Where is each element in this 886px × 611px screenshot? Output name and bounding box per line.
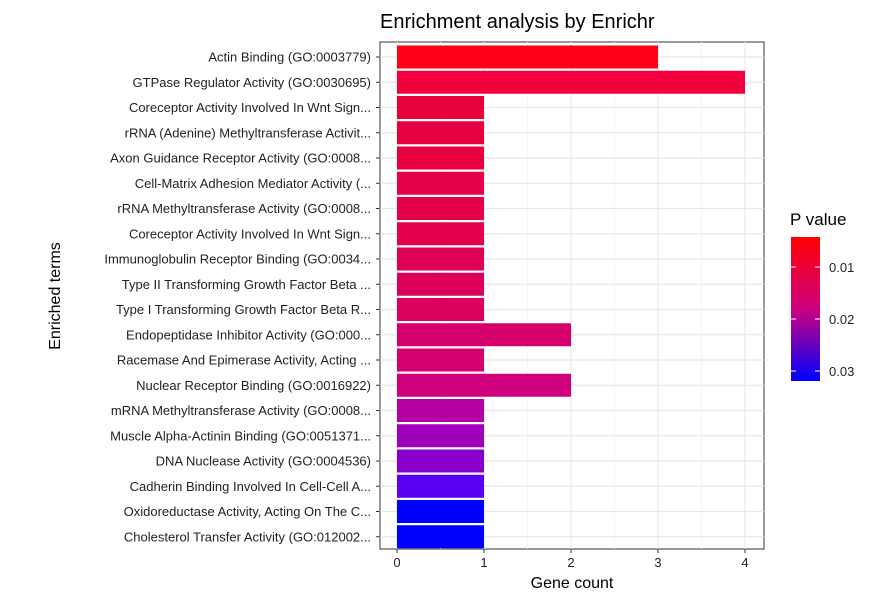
y-tick-label: Nuclear Receptor Binding (GO:0016922) — [136, 378, 371, 393]
y-tick-label: Racemase And Epimerase Activity, Acting … — [117, 353, 371, 368]
bar — [397, 373, 571, 397]
chart-title: Enrichment analysis by Enrichr — [380, 11, 655, 33]
x-axis-label: Gene count — [531, 575, 614, 592]
bars — [397, 45, 745, 549]
bar — [397, 121, 484, 145]
bar — [397, 171, 484, 195]
y-tick-labels: Actin Binding (GO:0003779) GTPase Regulat… — [104, 50, 380, 544]
y-tick-label: Oxidoreductase Activity, Acting On The C… — [124, 504, 371, 519]
bar — [397, 70, 745, 94]
bar — [397, 449, 484, 473]
bar — [397, 272, 484, 296]
bar — [397, 298, 484, 321]
legend-ticks: 0.01 0.02 0.03 — [791, 260, 854, 379]
bar — [397, 500, 484, 523]
legend: P value 0.01 0.02 0.03 — [790, 210, 854, 381]
x-tick-label: 0 — [393, 555, 400, 570]
y-tick-label: rRNA Methyltransferase Activity (GO:0008… — [117, 201, 371, 216]
y-tick-label: Coreceptor Activity Involved In Wnt Sign… — [129, 100, 371, 115]
legend-tick-label: 0.02 — [829, 312, 854, 327]
y-tick-label: Muscle Alpha-Actinin Binding (GO:0051371… — [110, 428, 371, 443]
x-tick-label: 3 — [654, 555, 661, 570]
y-tick-label: GTPase Regulator Activity (GO:0030695) — [133, 75, 371, 90]
bar — [397, 474, 484, 498]
y-tick-label: Axon Guidance Receptor Activity (GO:0008… — [110, 151, 371, 166]
y-tick-label: Coreceptor Activity Involved In Wnt Sign… — [129, 226, 371, 241]
x-tick-label: 2 — [567, 555, 574, 570]
y-tick-label: Cholesterol Transfer Activity (GO:012002… — [124, 529, 371, 544]
y-tick-label: rRNA (Adenine) Methyltransferase Activit… — [125, 125, 371, 140]
legend-tick-label: 0.01 — [829, 260, 854, 275]
bar — [397, 146, 484, 170]
legend-title: P value — [790, 210, 846, 229]
x-tick-label: 4 — [741, 555, 748, 570]
bar — [397, 323, 571, 347]
bar — [397, 45, 658, 69]
legend-colorbar — [791, 237, 820, 381]
y-tick-label: Endopeptidase Inhibitor Activity (GO:000… — [126, 327, 371, 342]
bar — [397, 525, 484, 549]
legend-tick-label: 0.03 — [829, 364, 854, 379]
bar — [397, 424, 484, 448]
y-tick-label: mRNA Methyltransferase Activity (GO:0008… — [111, 403, 371, 418]
y-tick-label: Type I Transforming Growth Factor Beta R… — [116, 302, 371, 317]
y-axis-label: Enriched terms — [47, 242, 64, 350]
bar — [397, 222, 484, 246]
x-ticks: 0 1 2 3 4 — [393, 549, 749, 570]
y-tick-label: Cell-Matrix Adhesion Mediator Activity (… — [135, 176, 371, 191]
x-tick-label: 1 — [480, 555, 487, 570]
bar — [397, 247, 484, 271]
bar — [397, 197, 484, 220]
y-tick-label: DNA Nuclease Activity (GO:0004536) — [156, 454, 371, 469]
y-tick-label: Actin Binding (GO:0003779) — [208, 50, 371, 65]
bar — [397, 96, 484, 119]
y-tick-label: Cadherin Binding Involved In Cell-Cell A… — [130, 479, 371, 494]
bar — [397, 399, 484, 422]
y-tick-label: Immunoglobulin Receptor Binding (GO:0034… — [104, 252, 371, 267]
bar — [397, 348, 484, 372]
y-tick-label: Type II Transforming Growth Factor Beta … — [122, 277, 371, 292]
